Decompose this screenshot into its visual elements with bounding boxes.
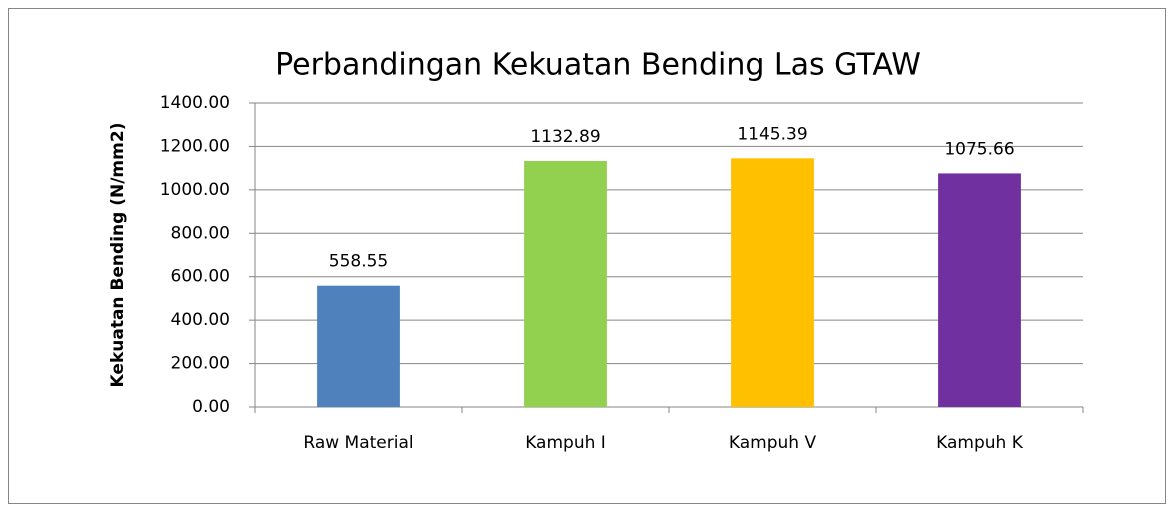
y-tick-label: 200.00 xyxy=(171,354,230,374)
y-tick-label: 600.00 xyxy=(171,267,230,287)
x-tick-label: Kampuh V xyxy=(729,433,817,453)
data-label: 558.55 xyxy=(329,252,388,272)
data-label: 1132.89 xyxy=(530,127,600,147)
bar xyxy=(317,285,400,407)
bar xyxy=(938,173,1021,407)
y-tick-label: 400.00 xyxy=(171,310,230,330)
x-tick-label: Kampuh I xyxy=(525,433,606,453)
y-tick-label: 800.00 xyxy=(171,223,230,243)
chart-title: Perbandingan Kekuatan Bending Las GTAW xyxy=(275,48,921,83)
y-tick-label: 1200.00 xyxy=(160,136,230,156)
y-axis-label: Kekuatan Bending (N/mm2) xyxy=(108,123,128,388)
y-tick-label: 0.00 xyxy=(192,397,230,417)
y-tick-label: 1000.00 xyxy=(160,180,230,200)
x-tick-label: Raw Material xyxy=(303,433,413,453)
bar xyxy=(524,161,607,407)
x-tick-label: Kampuh K xyxy=(936,433,1024,453)
y-tick-label: 1400.00 xyxy=(160,93,230,113)
data-label: 1145.39 xyxy=(737,124,807,144)
bar xyxy=(731,158,814,407)
data-label: 1075.66 xyxy=(944,139,1014,159)
